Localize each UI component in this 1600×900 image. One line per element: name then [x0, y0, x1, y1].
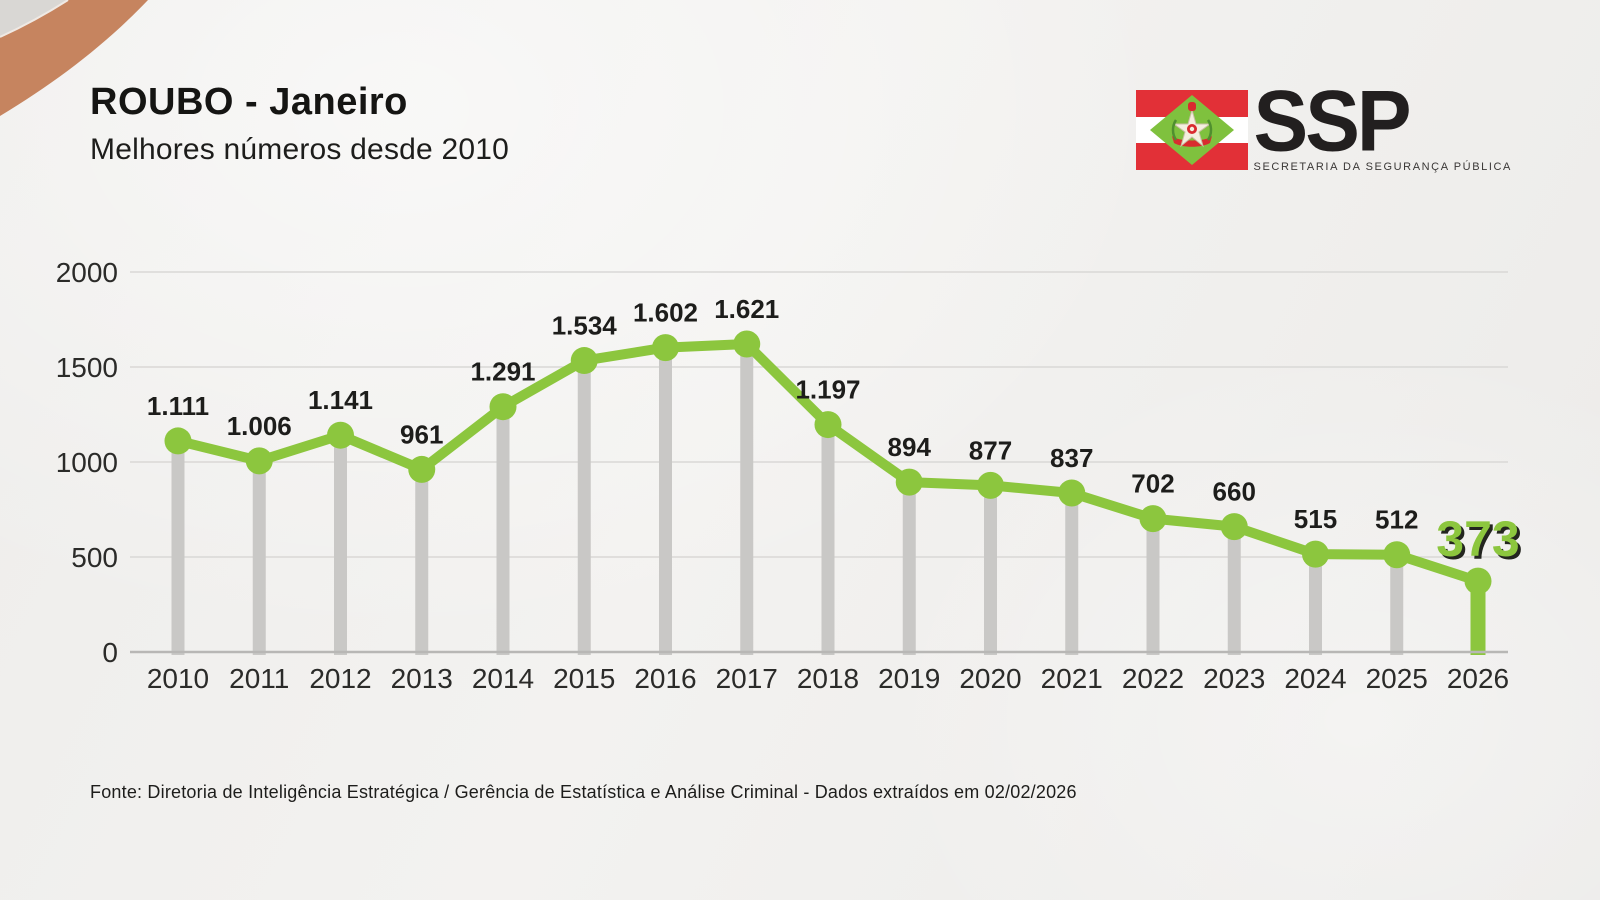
- data-label: 1.534: [552, 311, 618, 341]
- data-label: 660: [1213, 477, 1256, 507]
- data-point-marker: [1383, 541, 1411, 569]
- data-label: 877: [969, 435, 1012, 465]
- data-label: 1.291: [470, 357, 535, 387]
- x-axis-label: 2016: [634, 663, 696, 694]
- x-axis-label: 2025: [1366, 663, 1428, 694]
- data-point-marker: [1464, 567, 1492, 595]
- drop-bar: [171, 440, 185, 655]
- swoosh-highlight-line: [0, 0, 69, 38]
- data-label: 961: [400, 419, 443, 449]
- swoosh-copper-band: [0, 0, 148, 116]
- chart-header: ROUBO - Janeiro Melhores números desde 2…: [90, 81, 509, 167]
- data-point-marker: [164, 427, 192, 455]
- data-label: 837: [1050, 443, 1093, 473]
- data-label: 1.602: [633, 298, 698, 328]
- x-axis-label: 2011: [229, 663, 289, 694]
- data-point-marker: [1220, 513, 1248, 541]
- data-label: 515: [1294, 504, 1337, 534]
- ssp-logo: SSP SECRETARIA DA SEGURANÇA PÚBLICA: [1135, 73, 1512, 174]
- y-axis-label: 2000: [56, 257, 118, 288]
- ssp-wordmark: SSP: [1253, 73, 1412, 170]
- drop-bar: [1390, 554, 1404, 655]
- data-point-marker: [245, 447, 273, 475]
- y-axis-label: 1000: [56, 447, 118, 478]
- drop-bar: [1146, 518, 1160, 655]
- x-axis-label: 2022: [1122, 663, 1184, 694]
- corner-swoosh-decoration: [0, 0, 148, 116]
- drop-bar: [740, 344, 754, 655]
- data-point-marker: [408, 455, 436, 483]
- ssp-subtitle: SECRETARIA DA SEGURANÇA PÚBLICA: [1253, 161, 1512, 174]
- drop-bar: [984, 485, 997, 655]
- highlight-value-label: 373: [1436, 511, 1519, 567]
- x-axis-label: 2010: [147, 663, 209, 694]
- data-label: 702: [1131, 469, 1174, 499]
- y-axis-label: 1500: [56, 352, 118, 383]
- drop-bar: [821, 424, 835, 655]
- x-axis-label: 2015: [553, 663, 615, 694]
- x-axis-label: 2021: [1041, 663, 1103, 694]
- highlight-value-shadow: 373: [1439, 514, 1522, 570]
- source-text: Fonte: Diretoria de Inteligência Estraté…: [90, 782, 1077, 802]
- data-point-marker: [895, 468, 923, 496]
- drop-bar: [1065, 492, 1079, 655]
- data-point-marker: [570, 347, 598, 375]
- data-label: 1.141: [308, 385, 373, 415]
- x-axis-label: 2018: [797, 663, 859, 694]
- y-axis-label: 500: [71, 542, 118, 573]
- data-point-marker: [489, 393, 517, 421]
- drop-bar: [659, 347, 672, 655]
- drop-bar: [415, 469, 429, 655]
- x-axis-label: 2023: [1203, 663, 1265, 694]
- data-point-marker: [814, 411, 842, 439]
- data-label: 894: [888, 432, 932, 462]
- data-point-marker: [327, 421, 354, 449]
- data-point-marker: [1302, 540, 1329, 568]
- drop-bar: [252, 460, 266, 655]
- x-axis-label: 2024: [1284, 663, 1346, 694]
- drop-bar: [496, 406, 510, 655]
- drop-bar: [1227, 526, 1241, 655]
- data-label: 1.006: [227, 411, 292, 441]
- drop-bar: [1309, 554, 1322, 655]
- data-point-marker: [652, 334, 679, 362]
- data-label: 1.621: [714, 294, 779, 324]
- x-axis-label: 2013: [391, 663, 453, 694]
- drop-bar: [577, 360, 591, 655]
- highlight-drop-bar: [1470, 581, 1486, 655]
- ssp-logo-text: SSP SECRETARIA DA SEGURANÇA PÚBLICA: [1253, 73, 1512, 174]
- data-point-marker: [1139, 505, 1167, 533]
- data-point-marker: [977, 471, 1004, 499]
- x-axis-label: 2020: [959, 663, 1021, 694]
- x-axis-label: 2019: [878, 663, 940, 694]
- x-axis-label: 2017: [716, 663, 778, 694]
- x-axis-label: 2014: [472, 663, 534, 694]
- data-label: 1.197: [795, 375, 860, 405]
- data-point-marker: [733, 330, 761, 358]
- page-subtitle: Melhores números desde 2010: [90, 132, 509, 166]
- santa-catarina-flag-icon: [1135, 90, 1248, 170]
- page-title: ROUBO - Janeiro: [90, 81, 408, 123]
- x-axis-label: 2026: [1447, 663, 1509, 694]
- drop-bar: [902, 482, 916, 655]
- data-label: 512: [1375, 505, 1418, 535]
- y-axis-label: 0: [102, 637, 118, 668]
- data-point-marker: [1058, 479, 1086, 507]
- data-label: 1.111: [147, 391, 209, 421]
- x-axis-label: 2012: [309, 663, 371, 694]
- drop-bar: [334, 435, 347, 655]
